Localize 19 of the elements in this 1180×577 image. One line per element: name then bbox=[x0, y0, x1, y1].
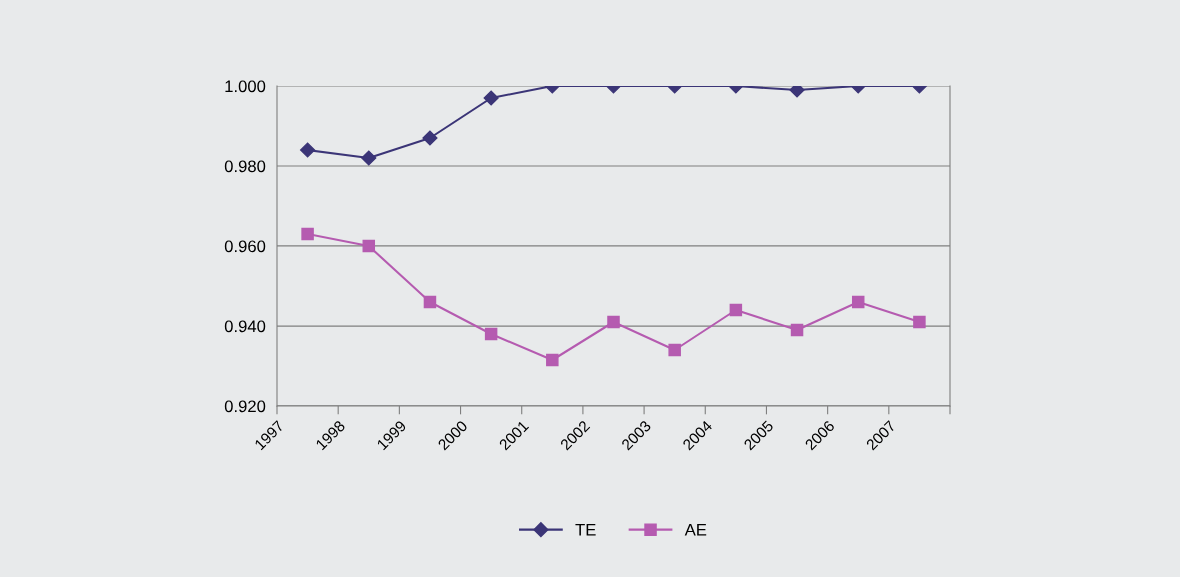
point bbox=[790, 323, 804, 337]
y-tick-label: 0.940 bbox=[224, 320, 266, 333]
point bbox=[668, 343, 681, 357]
point bbox=[913, 315, 926, 329]
y-tick-label: 1.000 bbox=[225, 80, 266, 93]
legend-label: AE bbox=[684, 524, 707, 536]
legend-label: TE bbox=[575, 524, 596, 536]
point bbox=[484, 327, 498, 341]
point bbox=[546, 353, 559, 367]
y-tick-label: 0.960 bbox=[224, 240, 266, 253]
point bbox=[362, 239, 376, 253]
point bbox=[423, 295, 437, 309]
point bbox=[301, 227, 314, 241]
point bbox=[851, 295, 865, 309]
point bbox=[729, 303, 743, 317]
y-tick-label: 0.920 bbox=[224, 400, 266, 413]
y-tick-label: 0.980 bbox=[224, 160, 266, 173]
point bbox=[789, 86, 805, 98]
point bbox=[607, 315, 620, 329]
